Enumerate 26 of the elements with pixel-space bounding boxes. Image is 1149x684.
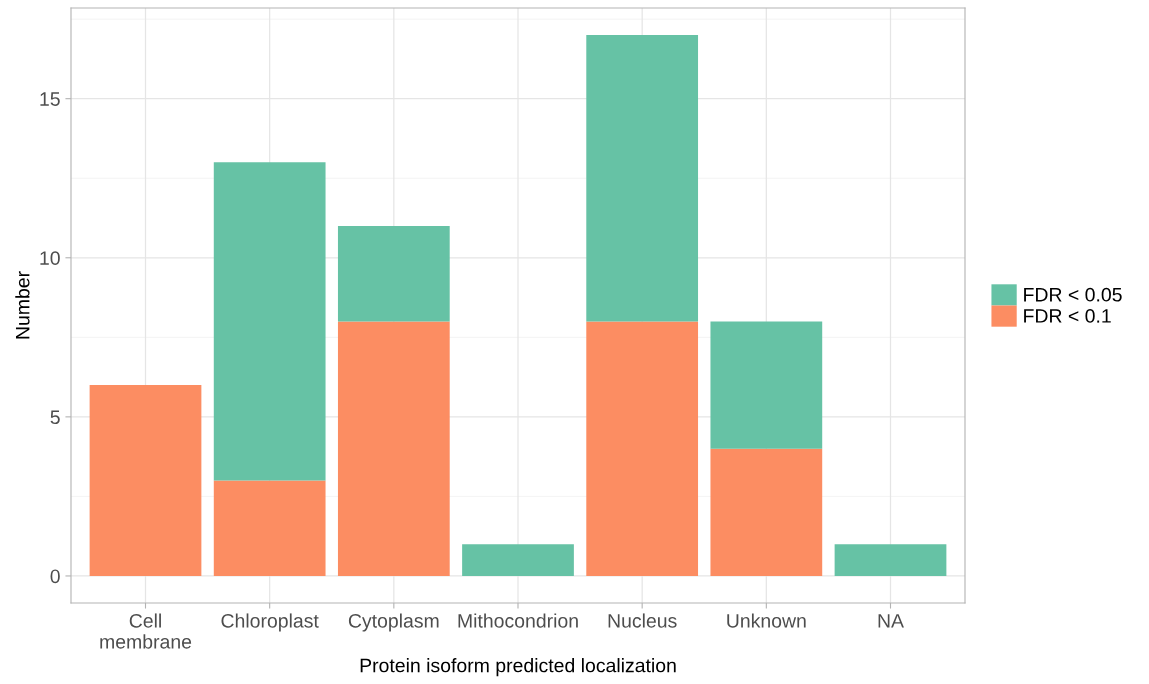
x-tick-label: Chloroplast (221, 613, 319, 632)
y-axis-title: Number (15, 271, 30, 339)
x-tick-label: Cell membrane (100, 613, 192, 649)
bar (89, 385, 202, 576)
y-tick-label: 0 (50, 569, 60, 584)
x-tick-label: Mithocondrion (458, 613, 578, 628)
x-tick-label: Unknown (727, 613, 806, 628)
legend-label: FDR < 0.05 (1024, 287, 1122, 302)
x-tick-label: Nucleus (608, 613, 677, 628)
bar (710, 448, 823, 576)
bar (213, 480, 326, 576)
bar (337, 225, 450, 322)
x-axis-title: Protein isoform predicted localization (360, 658, 676, 677)
bar (586, 321, 699, 576)
bar (213, 162, 326, 481)
bar (337, 321, 450, 576)
x-tick-label: Cytoplasm (348, 613, 439, 632)
y-tick-label: 10 (40, 251, 60, 266)
legend-label: FDR < 0.1 (1024, 309, 1111, 323)
bar (462, 544, 574, 576)
bar (710, 321, 823, 449)
y-tick-label: 5 (50, 410, 60, 425)
bar (586, 35, 699, 322)
bar (834, 544, 947, 576)
y-tick-label: 15 (40, 92, 60, 106)
x-tick-label: NA (878, 614, 904, 628)
